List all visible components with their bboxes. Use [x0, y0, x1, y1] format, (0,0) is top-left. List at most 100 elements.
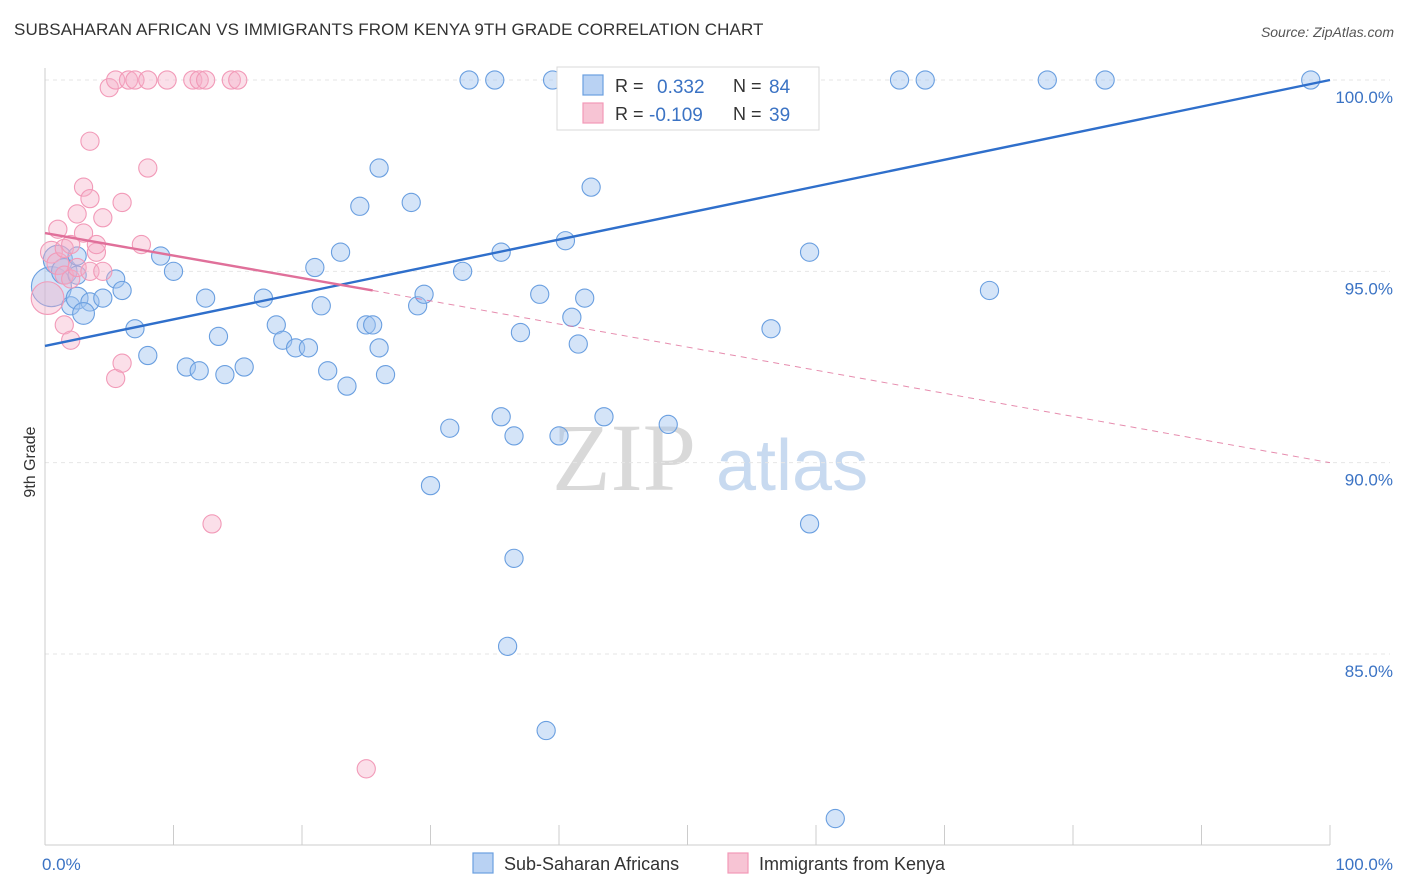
y-axis-label: 9th Grade — [22, 426, 39, 497]
stats-swatch-pink — [582, 102, 604, 124]
stats-swatch-blue — [582, 74, 604, 96]
subsaharan-point-42 — [440, 418, 460, 438]
subsaharan-point-45 — [485, 70, 505, 90]
subsaharan-point-38 — [401, 192, 421, 213]
subsaharan-point-14 — [151, 246, 171, 266]
kenya-point-12 — [73, 177, 94, 197]
stats-r-label-2: R = — [615, 104, 644, 124]
subsaharan-point-20 — [234, 357, 254, 377]
kenya-point-20 — [93, 261, 113, 281]
subsaharan-point-48 — [504, 426, 524, 446]
kenya-point-24 — [112, 192, 132, 213]
subsaharan-point-32 — [350, 196, 370, 216]
kenya-point-31 — [157, 70, 177, 90]
subsaharan-point-74 — [799, 514, 820, 534]
subsaharan-point-39 — [408, 296, 428, 316]
data-points — [30, 70, 1321, 829]
legend-swatch-kenya — [727, 852, 749, 874]
x-tick-labels: 0.0% 100.0% — [42, 855, 1393, 874]
subsaharan-point-54 — [536, 720, 556, 741]
subsaharan-point-29 — [318, 361, 338, 381]
kenya-point-14 — [80, 188, 100, 209]
axes — [44, 68, 1331, 846]
kenya-point-33 — [189, 70, 209, 90]
kenya-point-26 — [118, 70, 139, 90]
stats-n-label-1: N = — [733, 76, 762, 96]
chart-title: SUBSAHARAN AFRICAN VS IMMIGRANTS FROM KE… — [14, 20, 764, 39]
subsaharan-point-17 — [189, 361, 209, 381]
subsaharan-point-59 — [575, 288, 595, 308]
subsaharan-point-49 — [504, 548, 524, 568]
kenya-point-0 — [30, 281, 65, 316]
stats-n-label-2: N = — [733, 104, 762, 124]
legend-label-subsaharan: Sub-Saharan Africans — [504, 854, 679, 874]
subsaharan-point-26 — [298, 338, 319, 358]
trend-lines — [44, 78, 1331, 464]
subsaharan-point-67 — [658, 414, 678, 435]
kenya-point-29 — [138, 70, 158, 90]
kenya-point-18 — [86, 234, 107, 255]
subsaharan-point-34 — [363, 315, 383, 335]
y-tick-label-3: 85.0% — [1345, 662, 1393, 681]
stats-r-value-2: -0.109 — [649, 105, 703, 126]
y-tick-label-0: 100.0% — [1335, 88, 1393, 107]
subsaharan-point-61 — [594, 407, 614, 427]
kenya-point-16 — [80, 131, 100, 151]
stats-n-value-1: 84 — [769, 77, 791, 98]
subsaharan-point-18 — [208, 326, 229, 347]
subsaharan-point-37 — [369, 158, 389, 178]
legend-label-kenya: Immigrants from Kenya — [759, 854, 946, 874]
subsaharan-point-27 — [305, 257, 325, 278]
subsaharan-trend-line — [44, 78, 1331, 348]
subsaharan-point-47 — [491, 407, 511, 427]
kenya-point-10 — [67, 204, 87, 224]
subsaharan-point-35 — [369, 338, 389, 358]
kenya-point-21 — [99, 78, 119, 98]
kenya-trend-line — [44, 231, 373, 292]
chart-source: Source: ZipAtlas.com — [1260, 24, 1394, 40]
subsaharan-point-52 — [530, 284, 550, 304]
kenya-point-6 — [61, 234, 81, 255]
subsaharan-point-19 — [215, 365, 235, 385]
kenya-point-1 — [39, 240, 63, 264]
y-tick-labels: 100.0% 95.0% 90.0% 85.0% — [1335, 88, 1393, 681]
series-legend: Sub-Saharan Africans Immigrants from Ken… — [472, 852, 946, 874]
subsaharan-point-8 — [93, 288, 113, 308]
y-tick-label-1: 95.0% — [1345, 279, 1393, 298]
subsaharan-point-10 — [72, 301, 96, 325]
subsaharan-point-22 — [195, 288, 216, 308]
subsaharan-point-79 — [1037, 70, 1057, 90]
subsaharan-point-33 — [356, 315, 376, 335]
stats-n-value-2: 39 — [769, 105, 790, 126]
subsaharan-point-6 — [65, 286, 89, 310]
subsaharan-point-57 — [562, 307, 582, 327]
subsaharan-point-21 — [253, 288, 274, 308]
subsaharan-point-7 — [80, 292, 100, 312]
subsaharan-point-11 — [112, 280, 132, 301]
kenya-point-19 — [93, 208, 113, 228]
watermark-atlas: atlas — [716, 426, 868, 506]
subsaharan-point-60 — [581, 177, 601, 197]
subsaharan-point-76 — [889, 70, 910, 90]
stats-r-label-1: R = — [615, 76, 644, 96]
kenya-point-34 — [195, 70, 216, 90]
subsaharan-point-41 — [420, 475, 441, 496]
subsaharan-point-82 — [799, 242, 820, 262]
subsaharan-point-51 — [510, 322, 531, 343]
kenya-point-30 — [138, 158, 158, 178]
watermark: ZIP atlas — [552, 404, 868, 511]
kenya-point-35 — [202, 514, 222, 534]
subsaharan-point-78 — [979, 280, 1000, 301]
kenya-point-38 — [356, 759, 376, 779]
y-tick-label-2: 90.0% — [1345, 471, 1393, 490]
x-tick-label-1: 100.0% — [1335, 855, 1393, 874]
subsaharan-point-77 — [915, 70, 935, 90]
kenya-point-7 — [61, 269, 81, 289]
subsaharan-point-31 — [337, 376, 357, 396]
stats-r-value-1: 0.332 — [657, 77, 705, 98]
legend-swatch-subsaharan — [472, 852, 494, 874]
subsaharan-point-80 — [1095, 70, 1115, 90]
kenya-point-13 — [73, 223, 94, 243]
subsaharan-point-58 — [568, 334, 588, 354]
